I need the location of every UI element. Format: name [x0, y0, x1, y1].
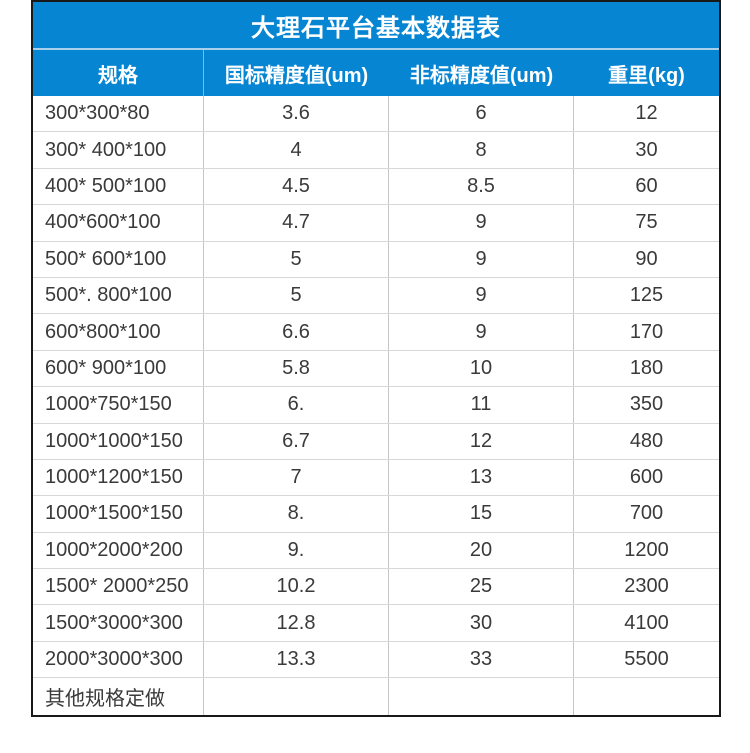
cell-gb-precision: 6.: [204, 387, 389, 423]
cell-gb-precision: 10.2: [204, 569, 389, 605]
cell-nonstd-precision: 9: [389, 277, 574, 314]
cell-weight: 1200: [624, 538, 669, 561]
cell-weight: 60: [635, 174, 658, 197]
cell-gb-precision: 13.3: [204, 641, 389, 678]
cell-nonstd-precision: 8.5: [389, 168, 574, 205]
cell-weight: 75: [635, 211, 658, 234]
cell-weight: 30: [635, 138, 658, 161]
cell-gb-precision: 12.8: [204, 605, 389, 641]
table-header-row: 规格 国标精度值(um) 非标精度值(um) 重里(kg): [33, 50, 719, 96]
footer-note: 其他规格定做: [33, 678, 204, 715]
cell-nonstd-precision: 25: [389, 569, 574, 605]
table-title: 大理石平台基本数据表: [251, 14, 501, 42]
cell-gb-precision: 7: [204, 459, 389, 496]
cell-gb-precision: 5: [204, 277, 389, 314]
cell-weight: 170: [629, 320, 664, 343]
cell-spec: 300*300*80: [33, 96, 204, 132]
table-row: 1000*1000*150 6.7 12 480: [33, 423, 719, 460]
table-row: 500* 600*100 5 9 90: [33, 241, 719, 278]
table-row: 1000*750*150 6. 11 350: [33, 387, 719, 424]
table-footer-row: 其他规格定做: [33, 678, 719, 715]
table-row: 500*. 800*100 5 9 125: [33, 277, 719, 315]
cell-spec: 1000*2000*200: [33, 532, 204, 569]
cell-weight: 5500: [624, 648, 669, 671]
table-row: 300*300*80 3.6 6 12: [33, 96, 719, 133]
cell-nonstd-precision: 10: [389, 350, 574, 387]
cell-spec: 2000*3000*300: [33, 641, 204, 678]
cell-gb-precision: 8.: [204, 496, 389, 532]
cell-nonstd-precision: 30: [389, 605, 574, 641]
cell-weight: 125: [629, 284, 664, 307]
table-row: 400* 500*100 4.5 8.5 60: [33, 168, 719, 206]
cell-gb-precision: 9.: [204, 532, 389, 569]
cell-spec: 500* 600*100: [33, 241, 204, 277]
cell-weight: 480: [629, 429, 664, 452]
cell-spec: 1000*1200*150: [33, 459, 204, 496]
cell-nonstd-precision: 13: [389, 459, 574, 496]
cell-nonstd-precision: 9: [389, 205, 574, 241]
cell-spec: 1000*1500*150: [33, 496, 204, 532]
table-row: 300* 400*100 4 8 30: [33, 132, 719, 169]
cell-gb-precision: 3.6: [204, 96, 389, 132]
column-header-nonstd-precision: 非标精度值(um): [409, 64, 554, 87]
cell-spec: 400*600*100: [33, 205, 204, 241]
cell-nonstd-precision: 8: [389, 132, 574, 168]
cell-gb-precision: 5.8: [204, 350, 389, 387]
cell-nonstd-precision: 9: [389, 241, 574, 277]
cell-nonstd-precision: [389, 678, 574, 715]
table-row: 600* 900*100 5.8 10 180: [33, 350, 719, 388]
cell-spec: 400* 500*100: [33, 168, 204, 205]
cell-nonstd-precision: 15: [389, 496, 574, 532]
cell-weight: 180: [629, 356, 664, 379]
table-row: 1000*2000*200 9. 20 1200: [33, 532, 719, 570]
cell-nonstd-precision: 9: [389, 314, 574, 350]
cell-weight: 600: [629, 466, 664, 489]
cell-spec: 600* 900*100: [33, 350, 204, 387]
cell-nonstd-precision: 33: [389, 641, 574, 678]
cell-spec: 1500*3000*300: [33, 605, 204, 641]
cell-weight: 12: [635, 102, 658, 125]
cell-gb-precision: 4.7: [204, 205, 389, 241]
cell-gb-precision: 6.6: [204, 314, 389, 350]
cell-nonstd-precision: 6: [389, 96, 574, 132]
table-body: 300*300*80 3.6 6 12 300* 400*100 4 8 30 400* 500…: [33, 96, 719, 715]
cell-nonstd-precision: 11: [389, 387, 574, 423]
cell-weight: 4100: [624, 611, 669, 634]
column-header-spec: 规格: [33, 50, 204, 96]
cell-nonstd-precision: 12: [389, 423, 574, 459]
cell-weight: 2300: [624, 575, 669, 598]
cell-weight: [574, 678, 719, 714]
cell-nonstd-precision: 20: [389, 532, 574, 569]
cell-spec: 1500* 2000*250: [33, 569, 204, 605]
cell-gb-precision: 6.7: [204, 423, 389, 459]
table-row: 600*800*100 6.6 9 170: [33, 314, 719, 351]
cell-weight: 90: [635, 247, 658, 270]
title-separator-line: [33, 48, 719, 50]
cell-spec: 300* 400*100: [33, 132, 204, 168]
cell-weight: 350: [629, 393, 664, 416]
cell-gb-precision: [204, 678, 389, 715]
cell-gb-precision: 4: [204, 132, 389, 168]
cell-gb-precision: 5: [204, 241, 389, 277]
column-header-gb-precision: 国标精度值(um): [224, 64, 369, 87]
cell-gb-precision: 4.5: [204, 168, 389, 205]
cell-weight: 700: [629, 502, 664, 525]
table-row: 1500* 2000*250 10.2 25 2300: [33, 569, 719, 606]
cell-spec: 500*. 800*100: [33, 277, 204, 314]
table-row: 2000*3000*300 13.3 33 5500: [33, 641, 719, 679]
cell-spec: 1000*750*150: [33, 387, 204, 423]
table-row: 400*600*100 4.7 9 75: [33, 205, 719, 242]
table-row: 1500*3000*300 12.8 30 4100: [33, 605, 719, 642]
table-row: 1000*1200*150 7 13 600: [33, 459, 719, 497]
table-row: 1000*1500*150 8. 15 700: [33, 496, 719, 533]
table-title-band: 大理石平台基本数据表: [33, 2, 719, 48]
column-header-weight: 重里(kg): [608, 64, 685, 87]
marble-platform-datasheet: 大理石平台基本数据表 规格 国标精度值(um) 非标精度值(um) 重里(kg)…: [31, 0, 721, 717]
cell-spec: 600*800*100: [33, 314, 204, 350]
cell-spec: 1000*1000*150: [33, 423, 204, 459]
